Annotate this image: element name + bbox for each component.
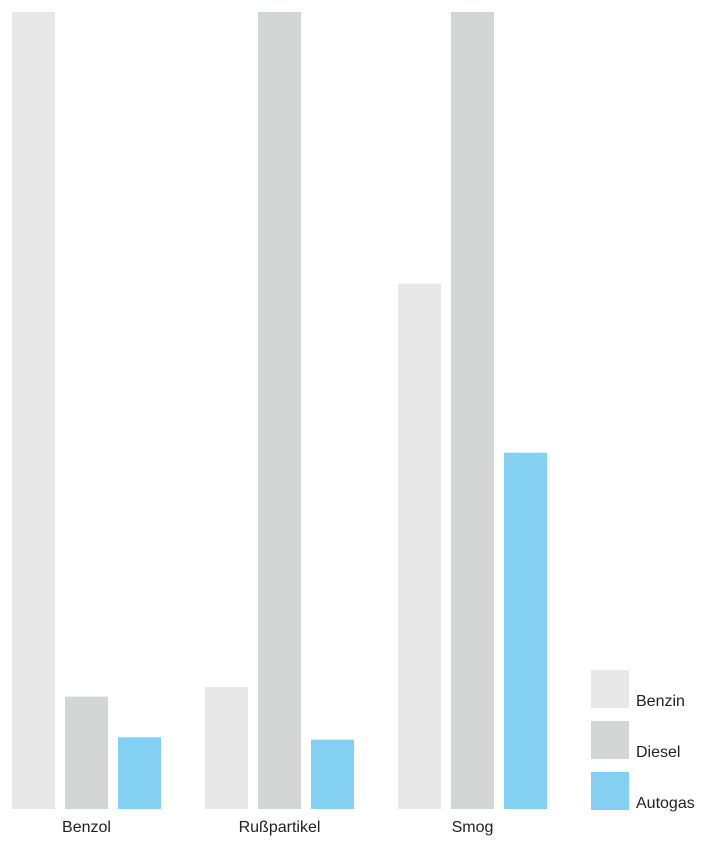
- category-label-smog: Smog: [452, 819, 494, 836]
- bars-layer: [12, 12, 547, 810]
- bar-benzol-benzin: [12, 12, 55, 809]
- bar-smog-diesel: [451, 12, 494, 809]
- legend-label-diesel: Diesel: [636, 744, 680, 761]
- bar-russpartikel-autogas: [311, 739, 354, 809]
- legend: Benzin Diesel Autogas: [591, 670, 695, 812]
- category-label-russpartikel: Rußpartikel: [239, 819, 321, 836]
- legend-label-benzin: Benzin: [636, 693, 685, 710]
- legend-swatch-benzin: [591, 670, 629, 708]
- legend-swatch-diesel: [591, 721, 629, 759]
- legend-swatch-autogas: [591, 772, 629, 810]
- category-label-benzol: Benzol: [62, 819, 111, 836]
- legend-label-autogas: Autogas: [636, 795, 695, 812]
- bar-benzol-autogas: [118, 737, 161, 809]
- bar-russpartikel-benzin: [205, 687, 248, 809]
- bar-smog-benzin: [398, 283, 441, 810]
- bar-benzol-diesel: [65, 696, 108, 809]
- category-labels: Benzol Rußpartikel Smog: [62, 819, 493, 836]
- bar-russpartikel-diesel: [258, 12, 301, 809]
- bar-smog-autogas: [504, 452, 547, 809]
